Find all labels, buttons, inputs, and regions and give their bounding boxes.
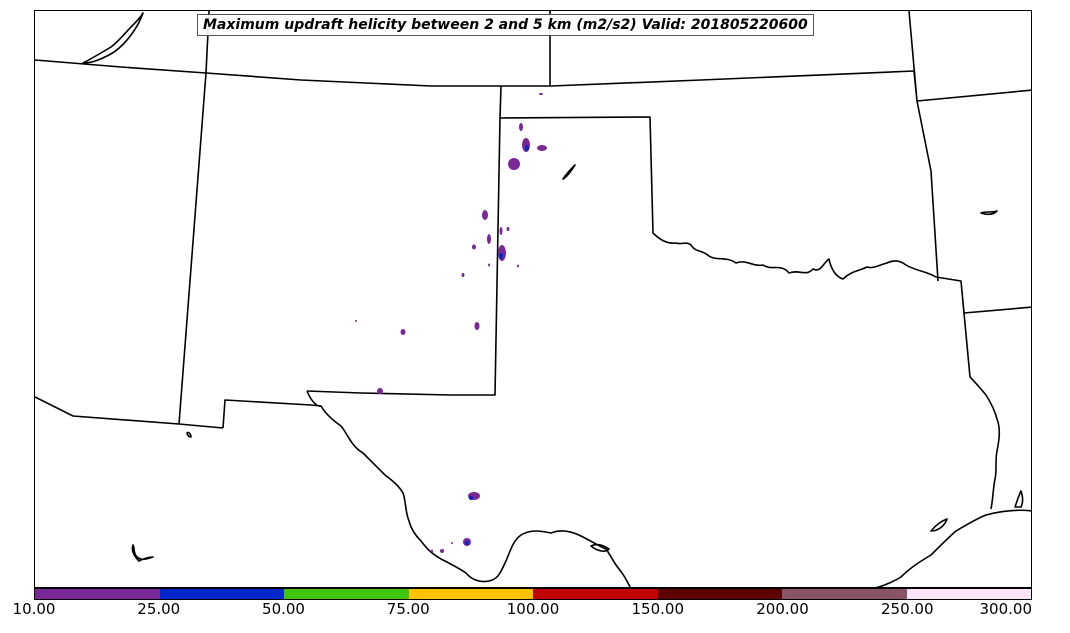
- helicity-cell: [482, 210, 488, 220]
- map-svg: [35, 11, 1031, 587]
- map-title: Maximum updraft helicity between 2 and 5…: [197, 14, 814, 36]
- helicity-cells: [355, 93, 547, 553]
- helicity-cell: [469, 496, 473, 500]
- helicity-cell: [461, 273, 465, 277]
- helicity-cell: [440, 549, 444, 553]
- state-boundary-nm-tx: [306, 117, 501, 396]
- helicity-cell: [431, 549, 433, 553]
- state-boundaries: [35, 11, 1031, 587]
- colorbar-tick-label: 200.00: [756, 600, 809, 618]
- colorbar-segment-7: [782, 589, 907, 599]
- colorbar-segment-5: [533, 589, 658, 599]
- map-frame: [34, 10, 1032, 588]
- colorbar: [34, 588, 1032, 600]
- colorbar-segment-6: [657, 589, 782, 599]
- state-boundary-nm-mexico: [222, 399, 322, 429]
- state-boundary-oklahoma: [499, 116, 971, 378]
- helicity-cell: [474, 322, 480, 330]
- state-boundary-co-ks: [499, 85, 502, 119]
- helicity-cell: [498, 245, 506, 261]
- colorbar-segment-1: [35, 589, 160, 599]
- state-boundary-co-ut-nm-az: [178, 72, 224, 429]
- coast-feature-3: [590, 543, 610, 552]
- colorbar-segment-4: [408, 589, 533, 599]
- helicity-cell: [400, 329, 406, 335]
- helicity-cell: [499, 253, 503, 259]
- coast-feature-2: [930, 518, 948, 532]
- helicity-cell: [355, 320, 357, 322]
- lake-feature-5: [82, 12, 144, 64]
- colorbar-tick-label: 150.00: [631, 600, 685, 618]
- state-boundary-mo-ia: [916, 89, 1031, 102]
- lake-feature-1: [980, 210, 998, 216]
- colorbar-segment-3: [284, 589, 409, 599]
- helicity-cell: [487, 234, 491, 244]
- helicity-cell: [519, 123, 523, 131]
- colorbar-tick-label: 300.00: [979, 600, 1033, 618]
- colorbar-tick-label: 100.00: [506, 600, 560, 618]
- lake-feature-2: [562, 164, 576, 180]
- lake-feature-3: [131, 544, 154, 562]
- texas-east-coast: [969, 376, 1001, 510]
- helicity-cell: [451, 542, 453, 544]
- colorbar-tick-label: 250.00: [881, 600, 934, 618]
- colorbar-tick-label: 10.00: [12, 600, 56, 618]
- state-boundary-nv-az: [35, 396, 180, 425]
- helicity-cell: [537, 145, 547, 151]
- colorbar-tick-label: 50.00: [262, 600, 305, 618]
- colorbar-tick-label: 75.00: [386, 600, 430, 618]
- state-boundary-ar-la: [963, 306, 1031, 314]
- helicity-cell: [525, 145, 529, 151]
- helicity-cell: [499, 227, 503, 235]
- colorbar-segment-8: [906, 589, 1031, 599]
- colorbar-tick-label: 25.00: [137, 600, 181, 618]
- helicity-cell: [517, 264, 519, 268]
- gulf-coast: [875, 509, 1031, 587]
- helicity-cell: [508, 158, 520, 170]
- helicity-cell: [377, 388, 383, 394]
- helicity-cell: [506, 227, 510, 231]
- helicity-cell: [488, 263, 490, 267]
- state-boundary-ks-mo: [908, 11, 918, 102]
- helicity-cell: [472, 244, 476, 250]
- helicity-cell: [465, 541, 469, 545]
- state-boundary-north: [35, 59, 915, 87]
- helicity-cell: [539, 93, 543, 95]
- lake-feature-4: [186, 431, 192, 438]
- colorbar-segment-2: [159, 589, 284, 599]
- state-boundary-mo-ar: [916, 100, 939, 282]
- texas-rio-grande: [306, 390, 631, 587]
- coast-feature-1: [1014, 490, 1024, 508]
